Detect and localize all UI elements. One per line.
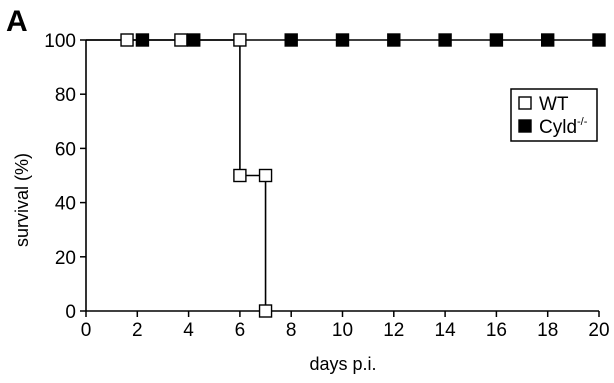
y-tick-label: 20 [55,248,76,269]
legend-label-cyld: Cyld-/- [539,116,588,138]
y-tick-label: 60 [55,139,76,160]
data-point-cyld [489,33,504,47]
x-tick-label: 6 [235,320,246,341]
x-tick-label: 12 [383,320,404,341]
x-tick-label: 20 [588,320,609,341]
legend-label-wt: WT [539,94,569,115]
data-point-cyld [592,33,606,47]
series-lines [86,39,599,311]
y-tick-label: 40 [55,194,76,215]
data-point-wt [233,33,247,47]
data-point-cyld [335,33,350,47]
data-point-cyld [187,33,201,47]
y-axis-ticks: 0 20 40 60 80 100 [44,31,86,323]
x-tick-label: 4 [183,320,194,341]
x-axis-title: days p.i. [309,354,376,374]
data-point-wt [258,168,273,183]
y-axis-title: survival (%) [12,153,32,247]
x-tick-label: 8 [286,320,297,341]
data-point-wt [120,33,134,47]
x-tick-label: 14 [435,320,457,341]
legend-marker-wt [518,96,532,110]
x-axis-ticks: 0 2 4 6 8 10 12 14 16 18 20 [81,311,610,341]
data-point-cyld [284,33,298,47]
data-point-cyld [387,33,401,47]
data-point-cyld [541,33,555,47]
y-tick-label: 0 [65,302,76,323]
panel-label: A [6,5,28,38]
data-point-wt [233,168,247,183]
data-point-cyld [135,33,150,47]
legend-marker-cyld [518,119,532,133]
x-tick-label: 16 [486,320,507,341]
data-point-wt [258,304,273,318]
x-tick-label: 0 [81,320,92,341]
y-tick-label: 100 [44,31,76,52]
series-markers [120,33,606,318]
legend: WT Cyld-/- [510,88,598,142]
x-tick-label: 2 [132,320,143,341]
y-tick-label: 80 [55,85,76,106]
x-tick-label: 18 [537,320,558,341]
x-tick-label: 10 [332,320,353,341]
data-point-cyld [438,33,452,47]
plot-area: 0 2 4 6 8 10 12 14 16 18 20 0 20 40 60 80 100 [44,31,609,341]
data-point-wt [174,33,188,47]
